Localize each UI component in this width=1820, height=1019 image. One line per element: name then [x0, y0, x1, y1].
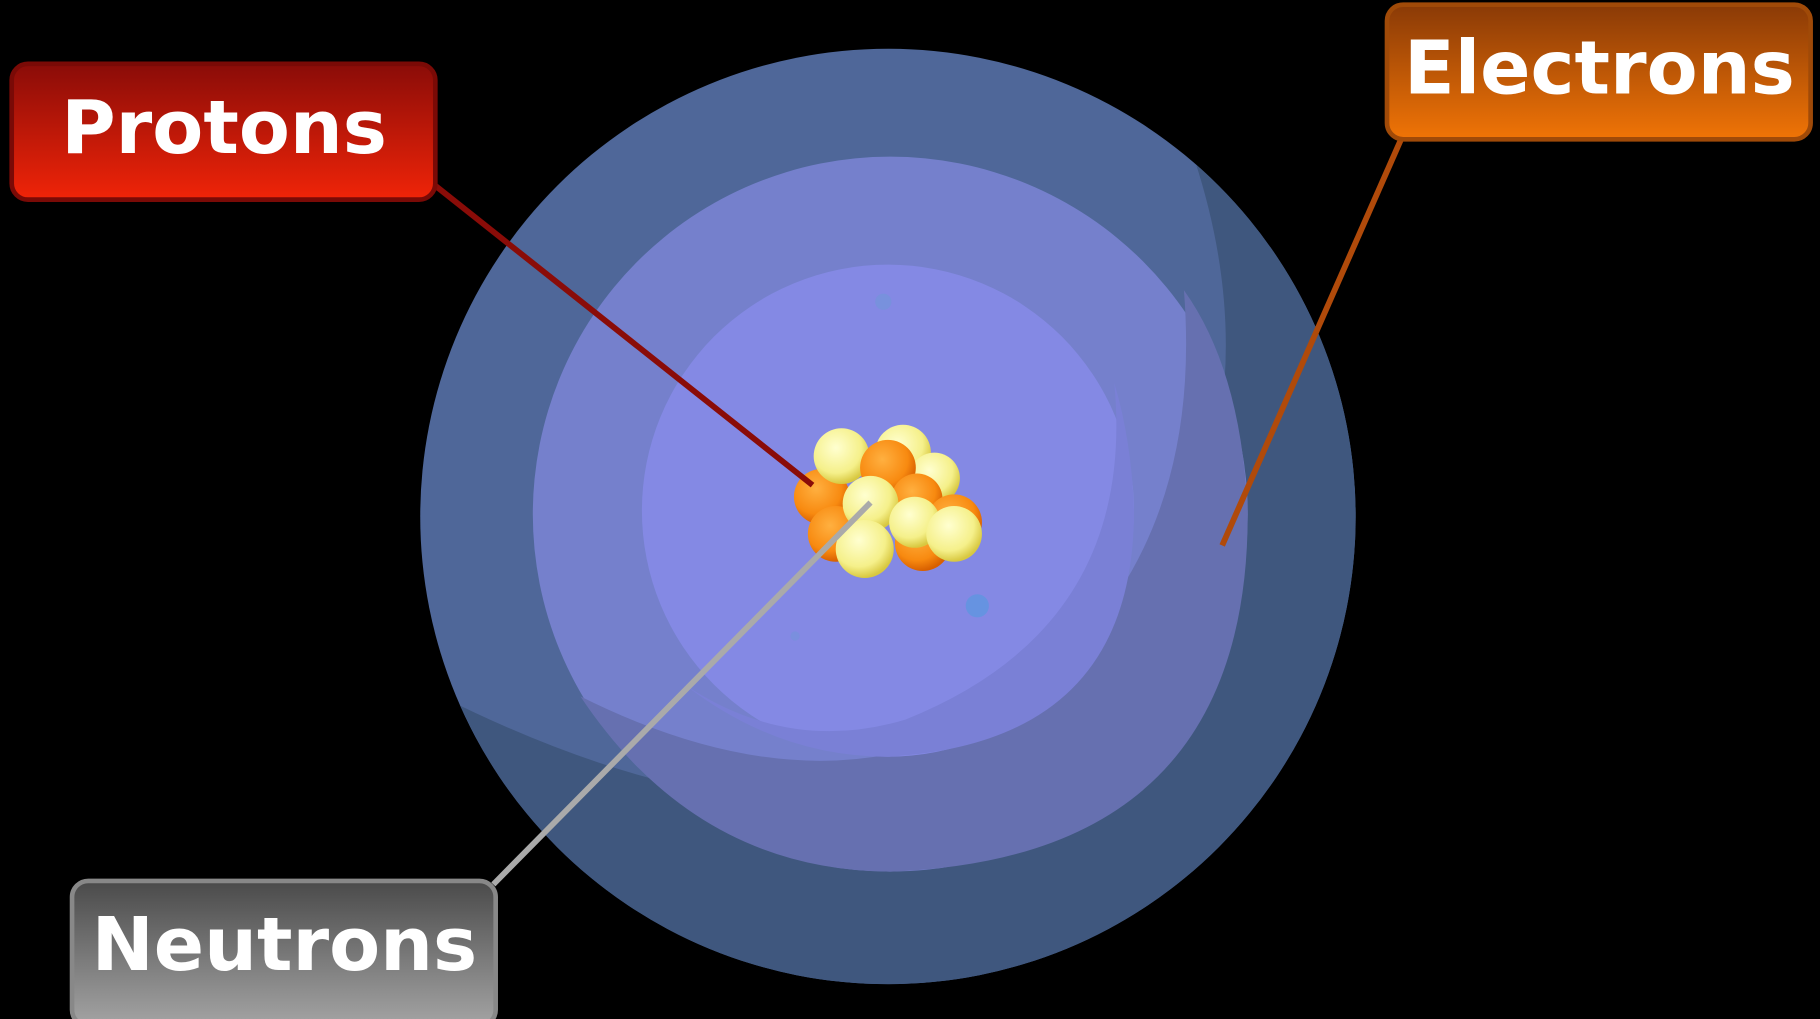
- protons-label: Protons: [61, 84, 387, 171]
- electrons-pointer: [1219, 135, 1405, 547]
- protons-label-box: Protons: [9, 61, 438, 202]
- neutrons-pointer: [491, 500, 873, 887]
- protons-pointer: [433, 183, 815, 488]
- electrons-label-box: Electrons: [1384, 2, 1813, 142]
- electrons-label: Electrons: [1404, 25, 1795, 112]
- neutrons-label-box: Neutrons: [69, 878, 498, 1019]
- neutrons-label: Neutrons: [92, 901, 478, 988]
